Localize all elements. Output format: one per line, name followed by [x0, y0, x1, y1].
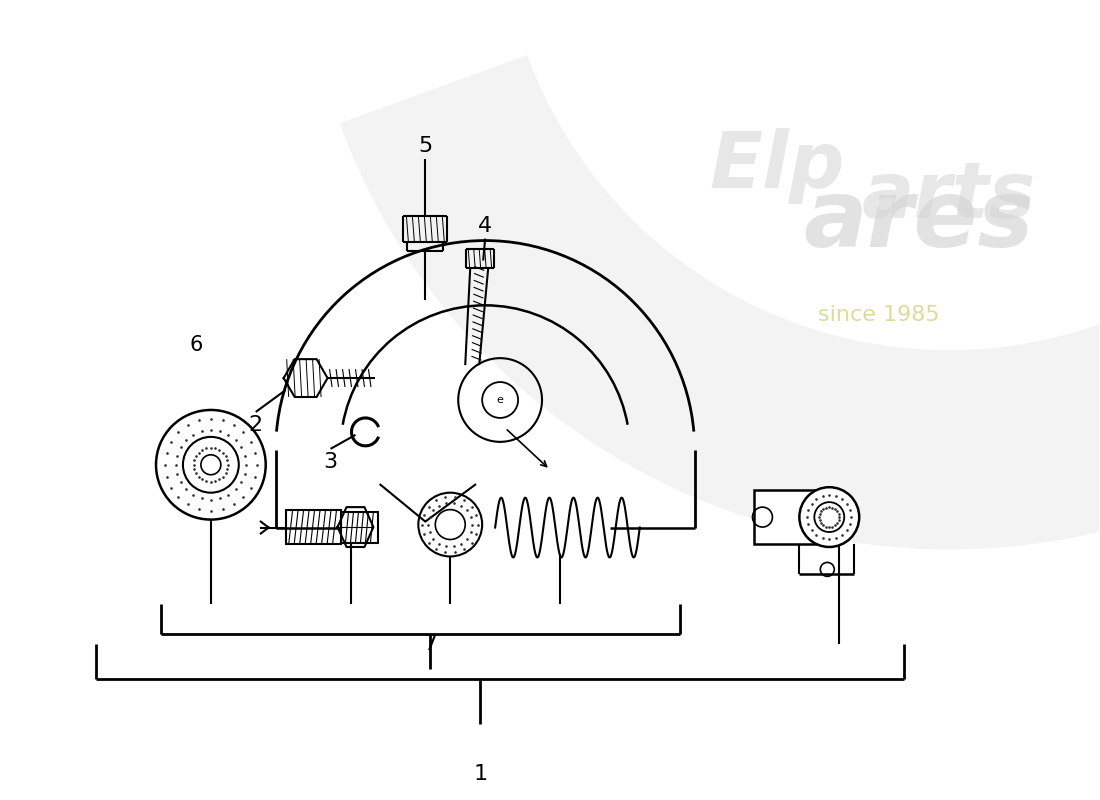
FancyBboxPatch shape — [341, 512, 378, 542]
Text: e: e — [497, 395, 504, 405]
Text: 4: 4 — [478, 216, 492, 236]
Text: 2: 2 — [249, 415, 263, 435]
Text: 6: 6 — [189, 335, 202, 355]
Text: since 1985: since 1985 — [818, 306, 940, 326]
Text: ares: ares — [804, 174, 1034, 266]
Circle shape — [800, 487, 859, 547]
Circle shape — [418, 493, 482, 557]
Text: 7: 7 — [424, 634, 438, 654]
Circle shape — [183, 437, 239, 493]
Text: 5: 5 — [418, 136, 432, 156]
Circle shape — [156, 410, 266, 519]
PathPatch shape — [340, 55, 1100, 550]
FancyBboxPatch shape — [755, 490, 829, 545]
Text: 1: 1 — [473, 764, 487, 784]
Text: 3: 3 — [323, 452, 338, 472]
Circle shape — [436, 510, 465, 539]
Text: Elp: Elp — [708, 128, 845, 204]
Circle shape — [201, 455, 221, 474]
FancyBboxPatch shape — [286, 510, 341, 545]
Text: arts: arts — [862, 158, 1036, 234]
